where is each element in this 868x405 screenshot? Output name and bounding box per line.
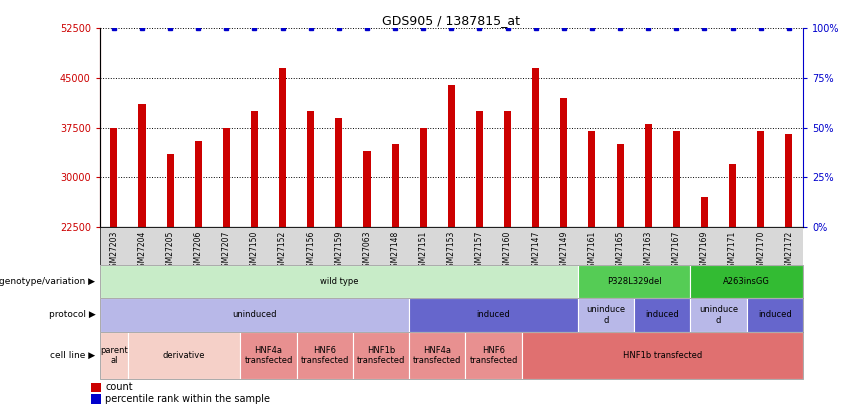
Bar (100, 332, 128, 379)
Text: uninduce
d: uninduce d (587, 305, 626, 324)
Text: GSM27171: GSM27171 (728, 230, 737, 272)
Text: HNF6
transfected: HNF6 transfected (300, 346, 349, 365)
Bar (307, 111, 314, 227)
Text: GSM27159: GSM27159 (334, 230, 344, 272)
Bar (364, 151, 371, 227)
Text: GSM27163: GSM27163 (644, 230, 653, 272)
Bar (690, 265, 803, 298)
Text: GSM27170: GSM27170 (756, 230, 766, 272)
Bar (409, 332, 465, 379)
Text: GSM27157: GSM27157 (475, 230, 484, 272)
Bar (616, 144, 623, 227)
Text: protocol ▶: protocol ▶ (49, 310, 95, 320)
Text: GSM27156: GSM27156 (306, 230, 315, 272)
Bar (635, 298, 690, 332)
Text: GSM27160: GSM27160 (503, 230, 512, 272)
Text: GSM27150: GSM27150 (250, 230, 259, 272)
Bar (420, 128, 427, 227)
Text: GSM27147: GSM27147 (531, 230, 540, 272)
Bar (522, 332, 803, 379)
Bar (391, 144, 398, 227)
Text: induced: induced (477, 310, 510, 320)
Text: count: count (105, 382, 133, 392)
Text: induced: induced (646, 310, 679, 320)
Bar (240, 332, 297, 379)
Bar (91, 394, 102, 404)
Text: GSM27153: GSM27153 (447, 230, 456, 272)
Text: genotype/variation ▶: genotype/variation ▶ (0, 277, 95, 286)
Bar (561, 98, 568, 227)
Bar (729, 164, 736, 227)
Text: GSM27203: GSM27203 (109, 230, 118, 272)
Bar (194, 141, 201, 227)
Text: GSM27206: GSM27206 (194, 230, 203, 272)
Bar (91, 383, 102, 392)
Bar (251, 111, 258, 227)
Text: HNF1b
transfected: HNF1b transfected (357, 346, 405, 365)
Bar (110, 128, 117, 227)
Text: GSM27161: GSM27161 (588, 230, 596, 272)
Text: GSM27151: GSM27151 (418, 230, 428, 272)
Text: uninduced: uninduced (233, 310, 277, 320)
Text: HNF1b transfected: HNF1b transfected (622, 351, 702, 360)
Text: cell line ▶: cell line ▶ (50, 351, 95, 360)
Title: GDS905 / 1387815_at: GDS905 / 1387815_at (383, 14, 520, 27)
Bar (100, 298, 409, 332)
Bar (335, 117, 342, 227)
Bar (786, 134, 792, 227)
Bar (353, 332, 409, 379)
Bar (223, 128, 230, 227)
Bar (578, 298, 635, 332)
Bar (746, 298, 803, 332)
Text: GSM27167: GSM27167 (672, 230, 681, 272)
Text: A263insGG: A263insGG (723, 277, 770, 286)
Bar (465, 332, 522, 379)
Text: parent
al: parent al (100, 346, 128, 365)
Bar (167, 154, 174, 227)
Bar (645, 124, 652, 227)
Bar (578, 265, 690, 298)
Bar (532, 68, 539, 227)
Text: HNF4a
transfected: HNF4a transfected (245, 346, 293, 365)
Bar (589, 131, 595, 227)
Text: HNF6
transfected: HNF6 transfected (470, 346, 517, 365)
Bar (297, 332, 353, 379)
Text: GSM27165: GSM27165 (615, 230, 625, 272)
Text: derivative: derivative (163, 351, 206, 360)
Text: GSM27205: GSM27205 (166, 230, 174, 272)
Text: GSM27207: GSM27207 (222, 230, 231, 272)
Bar (100, 265, 578, 298)
Bar (409, 298, 578, 332)
Text: percentile rank within the sample: percentile rank within the sample (105, 394, 270, 404)
Text: GSM27204: GSM27204 (137, 230, 147, 272)
Text: GSM27152: GSM27152 (278, 230, 287, 272)
Text: uninduce
d: uninduce d (699, 305, 738, 324)
Bar (757, 131, 764, 227)
Bar (279, 68, 286, 227)
Bar (448, 85, 455, 227)
Text: HNF4a
transfected: HNF4a transfected (413, 346, 462, 365)
Bar (128, 332, 240, 379)
Text: GSM27148: GSM27148 (391, 230, 399, 272)
Text: wild type: wild type (319, 277, 358, 286)
Bar (701, 197, 708, 227)
Bar (504, 111, 511, 227)
Text: GSM27149: GSM27149 (559, 230, 569, 272)
Text: P328L329del: P328L329del (607, 277, 661, 286)
Text: GSM27063: GSM27063 (363, 230, 372, 272)
Bar (690, 298, 746, 332)
Text: GSM27172: GSM27172 (785, 230, 793, 272)
Bar (139, 104, 146, 227)
Text: GSM27169: GSM27169 (700, 230, 709, 272)
Text: induced: induced (758, 310, 792, 320)
Bar (476, 111, 483, 227)
Bar (673, 131, 680, 227)
